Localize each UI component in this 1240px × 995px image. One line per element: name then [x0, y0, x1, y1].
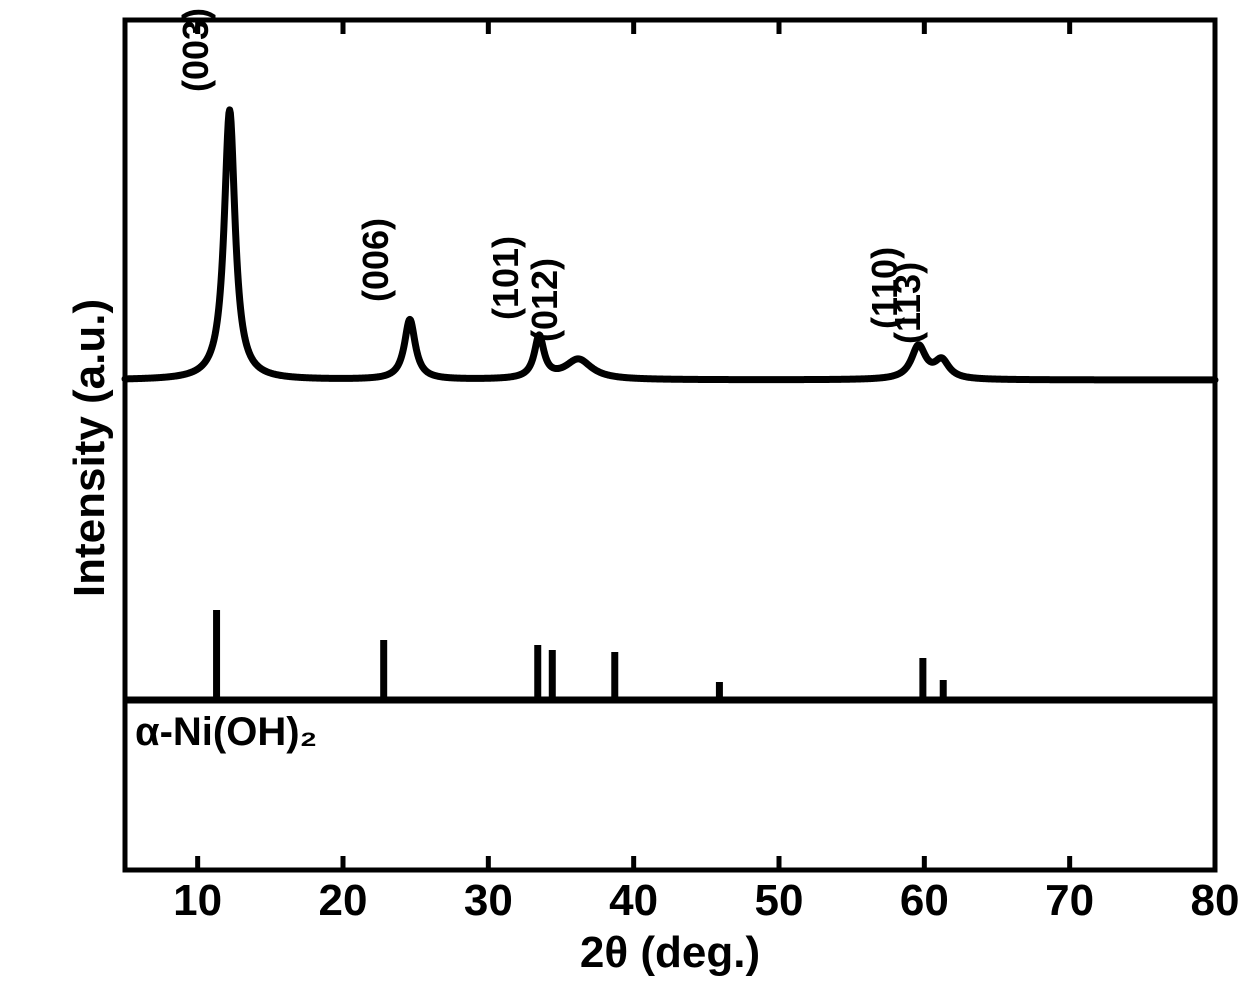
x-tick-label: 50 [739, 876, 819, 926]
x-tick-label: 80 [1175, 876, 1240, 926]
chart-svg [0, 0, 1240, 995]
peak-label: (012) [524, 258, 566, 342]
peak-label: (003) [175, 8, 217, 92]
x-tick-label: 30 [448, 876, 528, 926]
peak-label: (113) [887, 262, 929, 344]
x-tick-label: 70 [1030, 876, 1110, 926]
x-tick-label: 20 [303, 876, 383, 926]
x-tick-label: 10 [158, 876, 238, 926]
y-axis-label: Intensity (a.u.) [65, 248, 115, 648]
peak-label: (006) [355, 218, 397, 302]
phase-label: α-Ni(OH)₂ [135, 710, 317, 755]
x-tick-label: 40 [594, 876, 674, 926]
x-axis-label: 2θ (deg.) [520, 928, 820, 978]
peak-label: (101) [485, 236, 527, 320]
xrd-chart: Intensity (a.u.) 2θ (deg.) α-Ni(OH)₂ (00… [0, 0, 1240, 995]
x-tick-label: 60 [884, 876, 964, 926]
